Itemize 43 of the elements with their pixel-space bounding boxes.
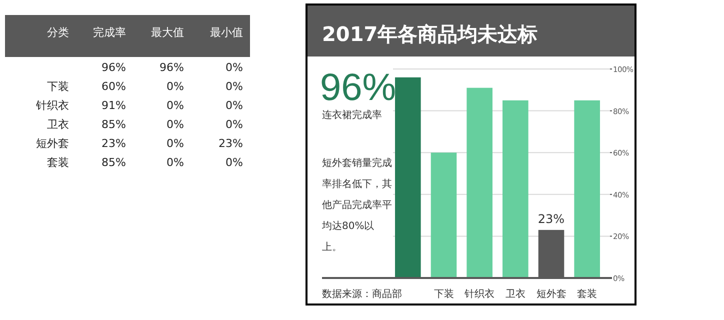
text: 23% [102, 137, 126, 150]
text: 0% [226, 156, 243, 169]
x-tick-label: 针织衣 [464, 288, 495, 300]
text: 60% [102, 80, 126, 93]
category-label: 套装 [47, 156, 69, 169]
category-label: 最小值 [210, 26, 243, 39]
bar [466, 88, 492, 278]
text: 0% [166, 99, 184, 112]
category-label: 下装 [47, 80, 69, 93]
category-label: 最大值 [151, 26, 184, 39]
source-note: 数据来源：商品部 [322, 288, 402, 300]
text: 0% [226, 99, 243, 112]
text: 0% [226, 80, 243, 93]
text: 0% [166, 80, 184, 93]
x-tick-label: 卫衣 [505, 288, 526, 300]
text: 23% [218, 137, 243, 150]
text: 85% [102, 156, 126, 169]
bar [395, 77, 421, 278]
x-tick-label: 短外套 [536, 288, 566, 300]
x-tick-label: 套装 [577, 288, 598, 300]
category-label: 卫衣 [47, 118, 69, 131]
category-label: 分类 [47, 26, 69, 39]
bar [574, 100, 600, 278]
annotation: 96% [320, 67, 396, 109]
x-tick-label: 下装 [434, 288, 454, 300]
data-label: 23% [538, 212, 565, 226]
text: 0% [226, 61, 243, 74]
text: 连衣裙完成率 [322, 109, 382, 121]
chart-title: 2017年各商品均未达标 [322, 22, 538, 46]
bar [430, 152, 457, 278]
text: 0% [166, 118, 184, 131]
category-label: 针织衣 [36, 99, 69, 112]
category-label: 完成率 [93, 26, 126, 39]
text: 91% [102, 99, 126, 112]
text: 0% [166, 137, 184, 150]
text: 短外套销量完成率排名低下，其他产品完成率平均达80%以上。 [322, 156, 393, 255]
bar [502, 100, 528, 278]
text: 96% [102, 61, 126, 74]
text: 0% [226, 118, 243, 131]
text: 96% [160, 61, 184, 74]
text: 0% [166, 156, 184, 169]
text: 85% [102, 118, 126, 131]
category-label: 短外套 [36, 137, 69, 150]
